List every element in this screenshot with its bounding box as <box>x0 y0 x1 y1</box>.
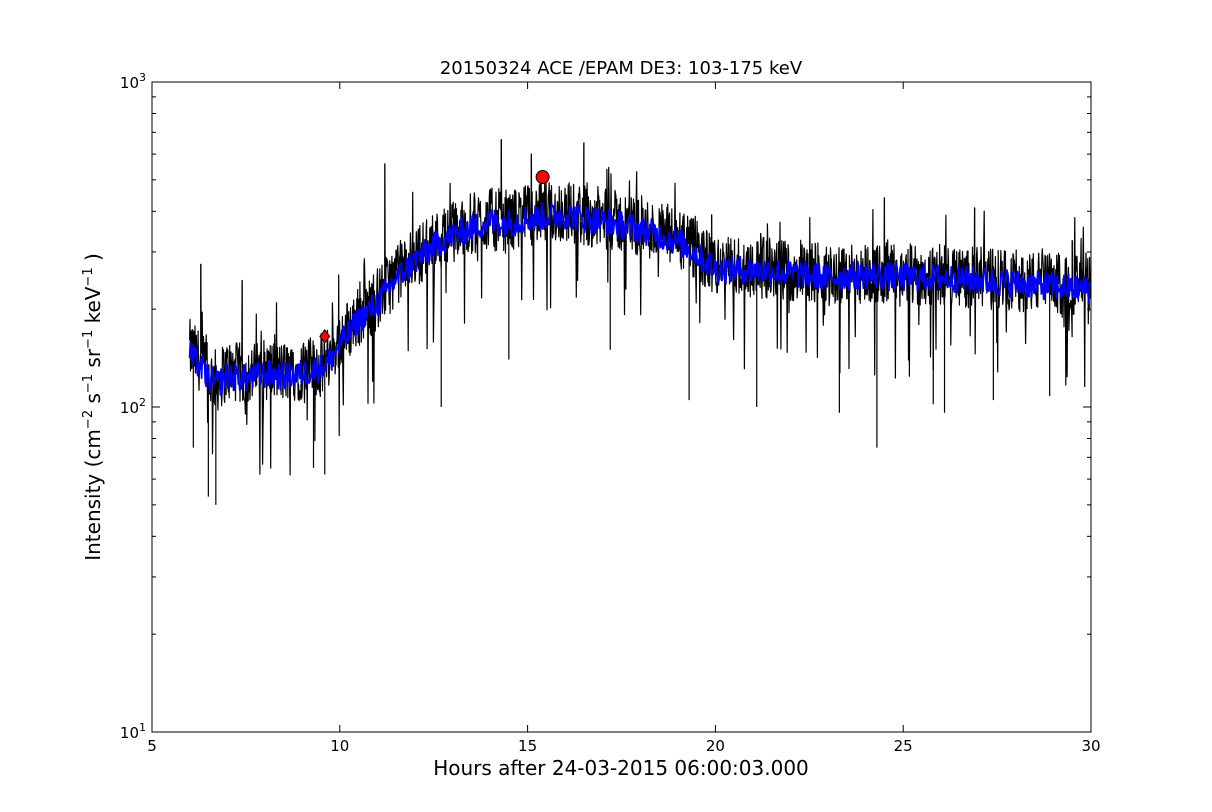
x-axis-ticks: 5 10 15 20 25 30 <box>147 82 1101 755</box>
marker-circle <box>535 170 550 185</box>
x-tick-label: 25 <box>894 737 913 755</box>
x-tick-label: 5 <box>147 737 157 755</box>
y-tick-label: 102 <box>120 396 146 417</box>
y-tick-label: 103 <box>120 71 146 92</box>
x-tick-label: 10 <box>330 737 349 755</box>
chart-title: 20150324 ACE /EPAM DE3: 103-175 keV <box>440 58 803 79</box>
series-layer <box>188 139 1091 505</box>
x-tick-label: 30 <box>1081 737 1100 755</box>
y-tick-label: 101 <box>120 721 146 742</box>
x-tick-label: 15 <box>518 737 537 755</box>
x-axis-label: Hours after 24-03-2015 06:00:03.000 <box>433 756 809 780</box>
marker-diamond <box>319 328 331 344</box>
y-axis-label: Intensity (cm−2 s−1 sr−1 keV−1 ) <box>81 253 105 561</box>
series-line-smoothed <box>188 202 1091 396</box>
plot-area <box>188 139 1091 505</box>
marker-layer <box>319 170 550 344</box>
x-tick-label: 20 <box>706 737 725 755</box>
y-axis-ticks: 101 102 103 <box>120 71 1091 742</box>
